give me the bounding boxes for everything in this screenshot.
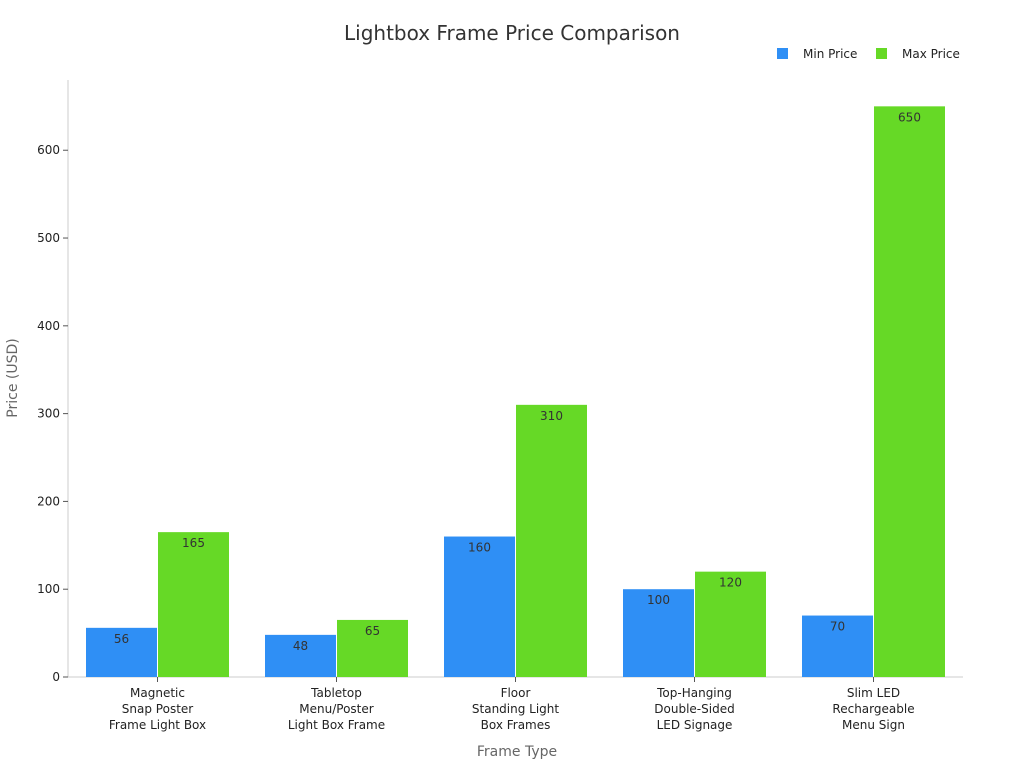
legend-label-min-price: Min Price xyxy=(803,47,857,61)
data-label: 100 xyxy=(647,593,670,607)
y-axis-title: Price (USD) xyxy=(5,338,21,417)
bar-max-price xyxy=(337,619,408,677)
x-tick-label: Menu/Poster xyxy=(299,702,373,716)
x-tick-label: Rechargeable xyxy=(832,702,914,716)
y-tick-label: 500 xyxy=(37,231,60,245)
bar-min-price xyxy=(86,627,157,677)
data-label: 48 xyxy=(293,639,308,653)
y-tick-label: 600 xyxy=(37,143,60,157)
data-label: 70 xyxy=(830,620,845,634)
x-tick-label: Floor xyxy=(501,686,531,700)
x-tick-label: Double-Sided xyxy=(654,702,734,716)
plot-area: 0 100 200 300 400 500 600 56 165 Magnetic Snap Pos… xyxy=(37,80,963,732)
y-tick-label: 400 xyxy=(37,319,60,333)
data-label: 310 xyxy=(540,409,563,423)
legend: Min Price Max Price xyxy=(777,47,960,61)
bar-max-price xyxy=(158,532,229,677)
data-label: 650 xyxy=(898,110,921,124)
bar-max-price xyxy=(516,404,587,677)
legend-swatch-min-price xyxy=(777,48,788,59)
data-label: 160 xyxy=(468,541,491,555)
data-label: 120 xyxy=(719,576,742,590)
data-label: 65 xyxy=(365,624,380,638)
x-tick-label: Slim LED xyxy=(847,686,900,700)
x-tick-label: Tabletop xyxy=(310,686,362,700)
x-tick-label: LED Signage xyxy=(657,718,733,732)
chart-title: Lightbox Frame Price Comparison xyxy=(344,21,680,45)
bar-min-price xyxy=(444,536,515,677)
x-tick-label: Magnetic xyxy=(130,686,185,700)
x-tick-label: Standing Light xyxy=(472,702,560,716)
bar-min-price xyxy=(623,589,694,677)
bar-max-price xyxy=(695,571,766,677)
bar-min-price xyxy=(802,615,873,677)
y-tick-label: 300 xyxy=(37,407,60,421)
x-tick-label: Box Frames xyxy=(481,718,551,732)
x-tick-label: Frame Light Box xyxy=(109,718,206,732)
y-tick-label: 100 xyxy=(37,582,60,596)
bar-min-price xyxy=(265,634,336,677)
x-tick-label: Top-Hanging xyxy=(656,686,732,700)
x-tick-label: Snap Poster xyxy=(122,702,193,716)
legend-label-max-price: Max Price xyxy=(902,47,960,61)
bar-max-price xyxy=(874,106,945,677)
x-tick-label: Light Box Frame xyxy=(288,718,385,732)
y-tick-label: 0 xyxy=(52,670,60,684)
data-label: 56 xyxy=(114,632,129,646)
x-tick-label: Menu Sign xyxy=(842,718,905,732)
legend-swatch-max-price xyxy=(876,48,887,59)
y-tick-label: 200 xyxy=(37,494,60,508)
x-axis-title: Frame Type xyxy=(477,744,557,760)
data-label: 165 xyxy=(182,536,205,550)
